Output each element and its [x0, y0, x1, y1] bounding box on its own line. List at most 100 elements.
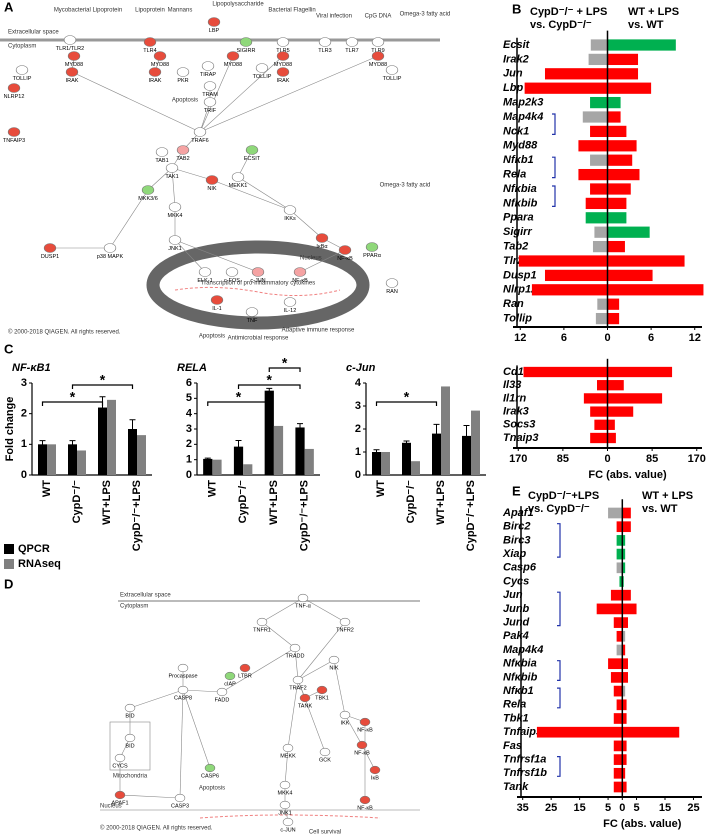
bar-left: [590, 39, 608, 51]
bar-right: [607, 284, 704, 296]
gene-label: Tnaip3: [503, 432, 538, 444]
node-label: NF-κB: [337, 256, 353, 262]
node-label: p38 MAPK: [97, 254, 124, 260]
node-label: TOLLIP: [13, 76, 32, 82]
bar-right: [622, 740, 627, 752]
bar-left: [590, 406, 608, 417]
significance-bracket: [207, 401, 270, 406]
node: [316, 685, 328, 695]
node: [43, 243, 57, 253]
panel-label: B: [512, 1, 521, 16]
node-label: TLR9: [371, 48, 384, 54]
y-tick-label: 6: [186, 377, 192, 389]
node-label: CASP6: [201, 773, 219, 779]
node: [276, 37, 290, 47]
y-tick-label: 3: [355, 400, 361, 412]
node: [299, 693, 311, 703]
bar-left: [544, 68, 608, 80]
node: [255, 63, 269, 73]
bar-right: [622, 548, 626, 560]
node: [245, 145, 259, 155]
gene-label: Rela: [503, 699, 526, 711]
x-tick-label: CypD⁻/⁻: [237, 480, 249, 524]
diagram-text: Apoptosis: [199, 786, 225, 792]
bar-rnaseq: [243, 464, 253, 475]
bar-qpcr: [98, 407, 107, 475]
gene-label: Rela: [503, 169, 526, 181]
bar-right: [622, 767, 626, 779]
node-label: MKK3/6: [138, 196, 158, 202]
bracket: [552, 113, 556, 135]
right-title: WT + LPS: [628, 6, 679, 18]
bar-left: [616, 562, 623, 574]
bar-left: [578, 140, 608, 152]
node: [282, 817, 294, 827]
node-label: PPARα: [363, 253, 382, 259]
x-tick-label: 12: [514, 332, 526, 344]
node: [371, 37, 385, 47]
gene-label: Myd88: [503, 140, 538, 152]
node: [328, 655, 340, 665]
panel-label: E: [512, 483, 521, 498]
diagram-text: Mannans: [168, 8, 193, 14]
node: [371, 51, 385, 61]
node-label: IL-12: [284, 308, 297, 314]
node-label: CASP8: [174, 695, 192, 701]
node: [203, 97, 217, 107]
x-tick-label: WT: [375, 480, 387, 497]
bar-right: [622, 781, 627, 793]
bar-rnaseq: [381, 452, 390, 475]
y-tick-label: 5: [186, 392, 192, 404]
bar-left: [608, 507, 623, 519]
bar-right: [622, 754, 627, 765]
node: [289, 643, 301, 653]
bar-qpcr: [462, 435, 471, 475]
diagram-text: Viral infection: [316, 14, 352, 20]
node: [293, 267, 307, 277]
bar-right: [607, 140, 637, 152]
node-label: NIK: [329, 665, 339, 671]
bar-right: [607, 168, 640, 181]
x-tick-label: 85: [646, 453, 658, 465]
y-tick-label: 4: [355, 377, 362, 389]
bar-right: [607, 183, 631, 195]
bar-right: [622, 589, 631, 601]
y-tick-label: 1: [186, 454, 192, 466]
bar-left: [613, 685, 623, 697]
edge: [261, 597, 304, 623]
node-label: NF-κB: [357, 727, 373, 733]
x-tick-label: CypD⁻/⁻: [71, 480, 83, 524]
bar-right: [622, 535, 626, 546]
edge: [261, 621, 296, 649]
node-label: MKK4: [168, 213, 183, 219]
nucleus: [146, 240, 370, 330]
gene-label: Pak4: [503, 630, 529, 642]
diagram-text: Apoptosis: [199, 334, 225, 340]
node: [292, 675, 304, 685]
node: [315, 233, 329, 243]
bar-qpcr: [372, 452, 381, 475]
node-label: TBK1: [315, 695, 329, 701]
node-label: IRAK: [149, 78, 162, 84]
diagram-text: Cytoplasm: [8, 44, 36, 50]
node: [63, 35, 77, 45]
gene-label: Nfκbib: [503, 197, 538, 209]
bracket: [552, 156, 556, 179]
node: [168, 202, 182, 212]
node: [338, 245, 352, 255]
bar-rnaseq: [471, 410, 480, 475]
bar-left: [610, 589, 623, 601]
edge: [237, 149, 253, 178]
node: [226, 51, 240, 61]
node: [345, 37, 359, 47]
node: [276, 51, 290, 61]
x-tick-label: 85: [557, 453, 569, 465]
error-bar: [463, 425, 470, 447]
significance-label: *: [100, 372, 106, 388]
node-label: TLR3: [318, 48, 331, 54]
bar-left: [597, 380, 608, 391]
node: [279, 780, 291, 790]
node-label: TRADD: [286, 653, 305, 659]
bar-qpcr: [68, 444, 77, 475]
x-tick-label: 25: [545, 802, 557, 814]
